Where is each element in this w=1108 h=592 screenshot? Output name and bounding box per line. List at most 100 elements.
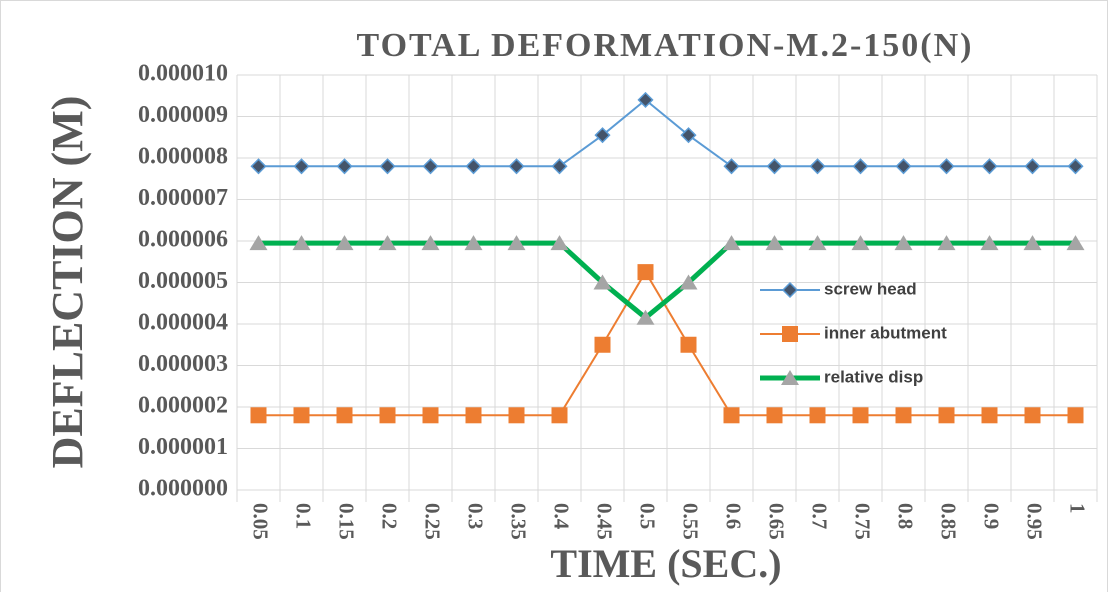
marker bbox=[593, 274, 612, 290]
marker bbox=[1024, 158, 1041, 175]
marker bbox=[637, 264, 654, 281]
marker bbox=[551, 158, 568, 175]
marker bbox=[680, 336, 697, 353]
y-tick-label: 0.000002 bbox=[138, 393, 228, 419]
x-tick-label: 0.35 bbox=[507, 503, 531, 540]
legend-label: screw head bbox=[824, 279, 917, 298]
x-tick-label: 0.9 bbox=[980, 503, 1004, 529]
marker bbox=[980, 235, 999, 251]
marker bbox=[852, 407, 869, 424]
marker bbox=[766, 407, 783, 424]
marker bbox=[507, 235, 526, 251]
marker bbox=[782, 326, 798, 342]
marker bbox=[679, 274, 698, 290]
chart-title: TOTAL DEFORMATION-M.2-150(N) bbox=[357, 27, 974, 64]
marker bbox=[422, 407, 439, 424]
marker bbox=[851, 235, 870, 251]
marker bbox=[636, 309, 655, 325]
marker bbox=[808, 235, 827, 251]
marker bbox=[781, 281, 799, 299]
marker bbox=[250, 158, 267, 175]
marker bbox=[422, 158, 439, 175]
marker bbox=[379, 407, 396, 424]
x-tick-label: 0.4 bbox=[550, 503, 574, 530]
marker bbox=[292, 235, 311, 251]
marker bbox=[722, 235, 741, 251]
legend-label: relative disp bbox=[824, 367, 923, 386]
marker bbox=[937, 235, 956, 251]
x-tick-label: 0.2 bbox=[378, 503, 402, 529]
y-tick-label: 0.000004 bbox=[138, 310, 228, 336]
marker bbox=[809, 158, 826, 175]
marker bbox=[1067, 158, 1084, 175]
marker bbox=[421, 235, 440, 251]
x-tick-label: 0.3 bbox=[464, 503, 488, 529]
marker bbox=[680, 127, 697, 144]
y-tick-label: 0.000000 bbox=[138, 476, 228, 502]
marker bbox=[765, 235, 784, 251]
marker bbox=[637, 91, 654, 108]
x-tick-label: 0.25 bbox=[421, 503, 445, 540]
marker bbox=[465, 158, 482, 175]
x-tick-label: 0.65 bbox=[765, 503, 789, 540]
marker bbox=[809, 407, 826, 424]
marker bbox=[938, 407, 955, 424]
marker bbox=[250, 407, 267, 424]
marker bbox=[379, 158, 396, 175]
y-tick-label: 0.000005 bbox=[138, 268, 228, 294]
marker bbox=[336, 158, 353, 175]
x-tick-label: 0.7 bbox=[808, 503, 832, 529]
marker bbox=[938, 158, 955, 175]
marker bbox=[723, 407, 740, 424]
marker bbox=[894, 235, 913, 251]
marker bbox=[336, 407, 353, 424]
x-tick-label: 0.6 bbox=[722, 503, 746, 529]
x-tick-label: 1 bbox=[1066, 503, 1090, 514]
y-tick-label: 0.000008 bbox=[138, 144, 228, 170]
y-tick-label: 0.000003 bbox=[138, 351, 228, 377]
x-tick-label: 0.8 bbox=[894, 503, 918, 529]
x-tick-label: 0.75 bbox=[851, 503, 875, 540]
marker bbox=[378, 235, 397, 251]
marker bbox=[464, 235, 483, 251]
y-tick-label: 0.000009 bbox=[138, 102, 228, 128]
marker bbox=[1024, 407, 1041, 424]
marker bbox=[981, 407, 998, 424]
marker bbox=[594, 127, 611, 144]
marker bbox=[1067, 407, 1084, 424]
marker bbox=[293, 158, 310, 175]
marker bbox=[1023, 235, 1042, 251]
marker bbox=[594, 336, 611, 353]
y-tick-label: 0.000001 bbox=[138, 434, 228, 460]
marker bbox=[508, 407, 525, 424]
marker bbox=[508, 158, 525, 175]
marker bbox=[1066, 235, 1085, 251]
marker bbox=[781, 370, 799, 385]
x-axis-title: TIME (SEC.) bbox=[550, 541, 781, 586]
y-tick-label: 0.000007 bbox=[138, 185, 228, 211]
x-tick-label: 0.95 bbox=[1023, 503, 1047, 540]
x-tick-label: 0.15 bbox=[335, 503, 359, 540]
y-tick-label: 0.000006 bbox=[138, 227, 228, 253]
x-tick-label: 0.1 bbox=[292, 503, 316, 529]
marker bbox=[852, 158, 869, 175]
x-tick-label: 0.45 bbox=[593, 503, 617, 540]
x-tick-label: 0.85 bbox=[937, 503, 961, 540]
marker bbox=[723, 158, 740, 175]
series-line bbox=[258, 240, 1076, 322]
marker bbox=[981, 158, 998, 175]
marker bbox=[895, 158, 912, 175]
marker bbox=[550, 235, 569, 251]
y-axis-title: DEFLECTION (M) bbox=[43, 96, 92, 469]
marker bbox=[551, 407, 568, 424]
marker bbox=[895, 407, 912, 424]
marker bbox=[249, 235, 268, 251]
marker bbox=[465, 407, 482, 424]
legend-label: inner abutment bbox=[824, 323, 947, 342]
x-tick-label: 0.05 bbox=[249, 503, 273, 540]
x-tick-label: 0.5 bbox=[636, 503, 660, 529]
marker bbox=[766, 158, 783, 175]
y-tick-label: 0.000010 bbox=[138, 61, 228, 87]
